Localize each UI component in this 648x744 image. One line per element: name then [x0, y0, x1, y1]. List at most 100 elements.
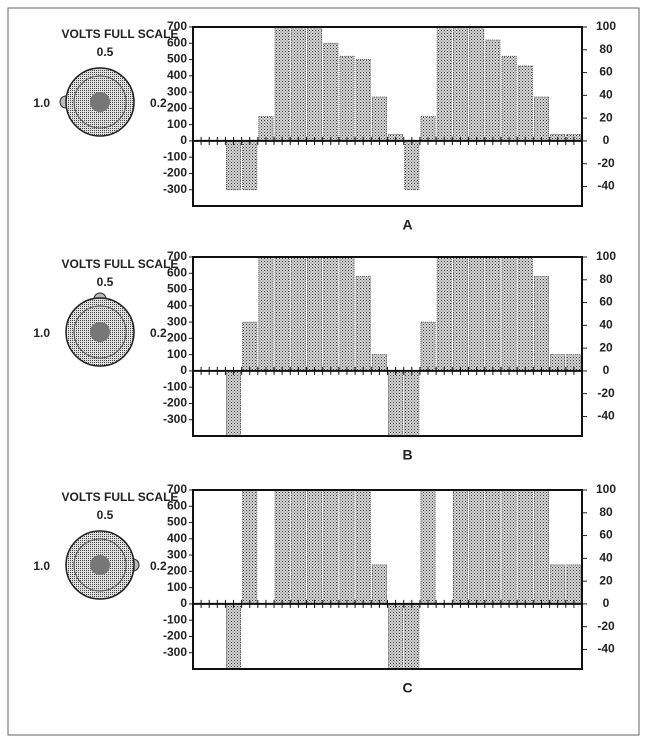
bar	[437, 27, 451, 141]
bar	[291, 257, 305, 371]
dial-title: VOLTS FULL SCALE	[62, 257, 179, 271]
bar	[518, 66, 532, 141]
y-tick-label: 500	[167, 282, 187, 296]
bar	[307, 490, 321, 604]
bar	[405, 371, 419, 436]
y-tick-label: -300	[163, 645, 187, 659]
y2-tick-label: 80	[599, 42, 613, 56]
bar	[518, 490, 532, 604]
bar	[534, 97, 548, 141]
bar	[324, 257, 338, 371]
bar	[324, 43, 338, 141]
y2-tick-label: 40	[599, 88, 613, 102]
bar	[453, 257, 467, 371]
bar	[259, 257, 273, 371]
dial-title: VOLTS FULL SCALE	[62, 490, 179, 504]
y-tick-label: 700	[167, 19, 187, 33]
y-tick-label: -100	[163, 379, 187, 393]
bar	[567, 565, 581, 604]
dial-label: 1.0	[33, 326, 50, 340]
dial-center	[90, 555, 110, 575]
bar	[356, 490, 370, 604]
y2-tick-label: 80	[599, 505, 613, 519]
y-tick-label: 0	[180, 596, 187, 610]
dial-label: 0.2	[150, 559, 167, 573]
y-tick-label: -300	[163, 182, 187, 196]
y-tick-label: 400	[167, 68, 187, 82]
bar	[470, 27, 484, 141]
y-tick-label: -100	[163, 149, 187, 163]
dial-label: 1.0	[33, 559, 50, 573]
bars	[226, 490, 581, 669]
y2-tick-label: 0	[603, 363, 610, 377]
bar	[534, 490, 548, 604]
dial-title: VOLTS FULL SCALE	[62, 27, 179, 41]
bar	[421, 322, 435, 371]
bar	[226, 604, 240, 669]
y-tick-label: 400	[167, 298, 187, 312]
figure: VOLTS FULL SCALE0.51.00.2700600500400300…	[0, 0, 648, 744]
y2-tick-label: 40	[599, 318, 613, 332]
dial-label: 0.5	[97, 508, 114, 522]
y-tick-label: 600	[167, 265, 187, 279]
bar	[405, 141, 419, 190]
bar	[372, 97, 386, 141]
y-tick-label: 200	[167, 331, 187, 345]
panel-label: B	[402, 447, 412, 463]
bars	[226, 27, 581, 190]
y2-tick-label: 20	[599, 573, 613, 587]
y2-tick-label: -20	[597, 386, 615, 400]
y2-tick-label: 0	[603, 596, 610, 610]
bar	[518, 257, 532, 371]
bars	[226, 257, 581, 436]
y-tick-label: 300	[167, 314, 187, 328]
y2-tick-label: -20	[597, 156, 615, 170]
y2-tick-label: 100	[596, 482, 616, 496]
bar	[291, 27, 305, 141]
y2-tick-label: 100	[596, 19, 616, 33]
dial-label: 0.2	[150, 326, 167, 340]
y-tick-label: 500	[167, 515, 187, 529]
bar	[324, 490, 338, 604]
bar	[534, 277, 548, 371]
y-tick-label: 300	[167, 547, 187, 561]
y-tick-label: 100	[167, 347, 187, 361]
bar	[470, 257, 484, 371]
bar	[389, 604, 403, 669]
bar	[291, 490, 305, 604]
y2-tick-label: -40	[597, 179, 615, 193]
y-tick-label: 0	[180, 133, 187, 147]
bar	[340, 490, 354, 604]
y2-tick-label: 80	[599, 272, 613, 286]
bar	[226, 141, 240, 190]
y-tick-label: -200	[163, 629, 187, 643]
y-tick-label: 500	[167, 52, 187, 66]
y-tick-label: 200	[167, 564, 187, 578]
dial-label: 0.5	[97, 45, 114, 59]
bar	[502, 56, 516, 141]
bar	[551, 565, 565, 604]
y2-tick-label: 20	[599, 340, 613, 354]
y2-tick-label: 60	[599, 528, 613, 542]
y-tick-label: 400	[167, 531, 187, 545]
bar	[356, 277, 370, 371]
dial-label: 0.2	[150, 96, 167, 110]
bar	[275, 27, 289, 141]
y-tick-label: 700	[167, 249, 187, 263]
y2-tick-label: 20	[599, 110, 613, 124]
y-tick-label: 100	[167, 117, 187, 131]
y2-tick-label: 40	[599, 551, 613, 565]
bar	[405, 604, 419, 669]
bar	[243, 141, 257, 190]
bar	[243, 490, 257, 604]
bar	[421, 490, 435, 604]
y-tick-label: -200	[163, 166, 187, 180]
y-tick-label: 300	[167, 84, 187, 98]
y-tick-label: 700	[167, 482, 187, 496]
bar	[340, 257, 354, 371]
dial-label: 1.0	[33, 96, 50, 110]
y-tick-label: 0	[180, 363, 187, 377]
y-tick-label: 600	[167, 498, 187, 512]
bar	[470, 490, 484, 604]
y2-tick-label: -40	[597, 642, 615, 656]
